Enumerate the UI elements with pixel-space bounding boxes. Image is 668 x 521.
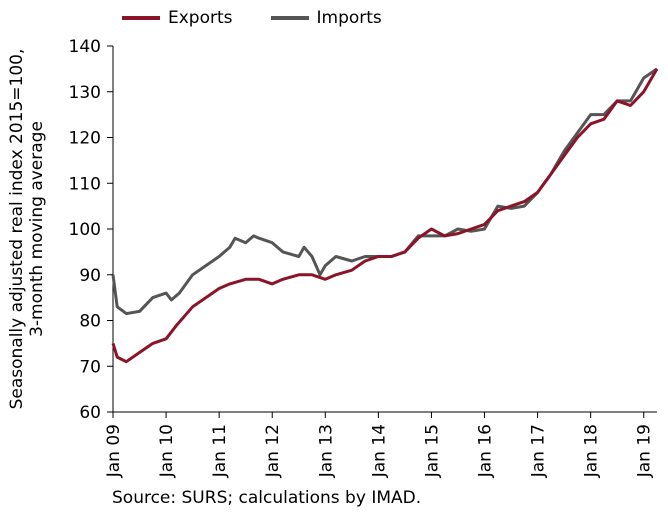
legend-swatch-imports xyxy=(270,16,309,20)
y-tick-label: 90 xyxy=(79,266,101,286)
x-tick-label: Jan 11 xyxy=(210,424,230,478)
y-tick-label: 140 xyxy=(69,37,101,57)
x-tick-label: Jan 14 xyxy=(369,424,389,478)
series-line-exports xyxy=(111,68,659,364)
x-tick-label: Jan 15 xyxy=(422,424,442,478)
x-tick-label: Jan 16 xyxy=(476,424,496,478)
source-note: Source: SURS; calculations by IMAD. xyxy=(112,488,422,508)
y-tick-label: 80 xyxy=(79,312,101,332)
x-tick-label: Jan 13 xyxy=(316,424,336,478)
x-tick-label: Jan 09 xyxy=(104,424,124,478)
y-tick-label: 130 xyxy=(69,83,101,103)
y-tick-label: 120 xyxy=(69,129,101,149)
series-line-imports xyxy=(111,67,658,316)
y-tick-label: 70 xyxy=(79,357,101,377)
legend-label-imports: Imports xyxy=(316,8,382,28)
x-tick-label: Jan 12 xyxy=(263,424,283,478)
chart-legend: Exports Imports xyxy=(122,6,420,30)
x-tick-label: Jan 17 xyxy=(529,424,549,478)
y-axis-label: 3-month moving average xyxy=(27,121,47,337)
legend-item-exports: Exports xyxy=(122,8,233,28)
x-tick-label: Jan 10 xyxy=(157,424,177,478)
y-tick-label: 100 xyxy=(69,220,101,240)
x-tick-label: Jan 18 xyxy=(582,424,602,478)
y-axis-label: Seasonally adjusted real index 2015=100, xyxy=(7,49,27,410)
legend-swatch-exports xyxy=(122,16,160,20)
y-tick-label: 60 xyxy=(79,403,101,423)
y-tick-label: 110 xyxy=(69,174,101,194)
x-tick-label: Jan 19 xyxy=(635,424,655,478)
legend-item-imports: Imports xyxy=(270,8,382,28)
legend-label-exports: Exports xyxy=(168,8,233,28)
